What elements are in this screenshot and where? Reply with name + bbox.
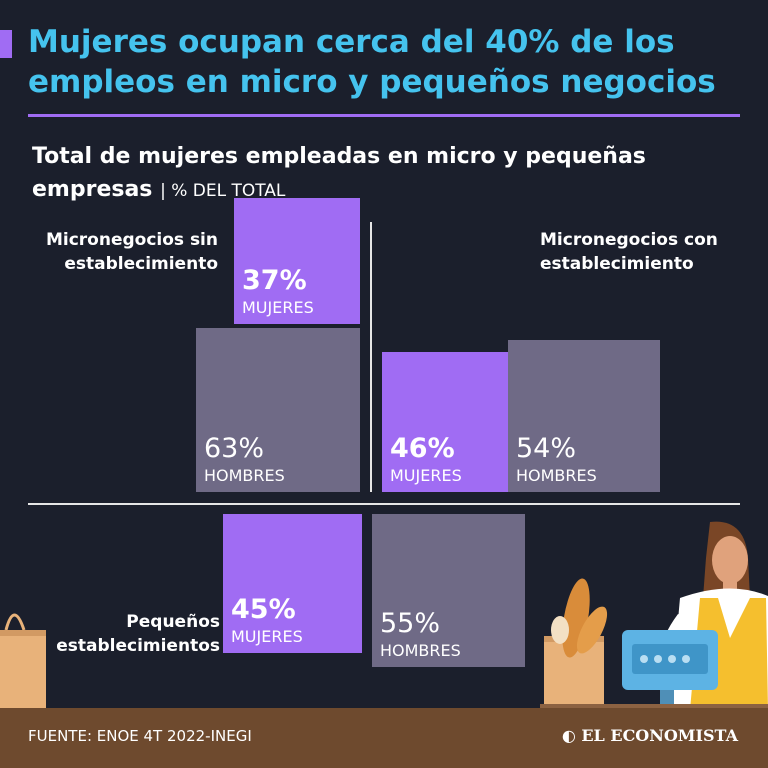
chart-unit: | % DEL TOTAL — [160, 181, 286, 201]
bar-women-micro-con: 46% MUJERES — [382, 352, 522, 492]
bar-men-micro-con: 54% HOMBRES — [508, 340, 660, 492]
value-label-men-micro-sin: 63% — [204, 433, 265, 464]
category-label-pequenos: Pequeños establecimientos — [56, 612, 220, 656]
bar-men-pequenos: 55% HOMBRES — [372, 514, 525, 667]
value-label-women-pequenos: 45% — [231, 594, 296, 625]
title-divider — [28, 114, 740, 117]
bar-women-pequenos: 45% MUJERES — [223, 514, 362, 653]
shopkeeper-illustration — [540, 521, 768, 710]
page-title: Mujeres ocupan cerca del 40% de los empl… — [28, 24, 716, 100]
value-label-men-micro-con: 54% — [516, 433, 577, 464]
footer-bar: FUENTE: ENOE 4T 2022-INEGI ◐ EL ECONOMIS… — [0, 708, 768, 768]
chart-subtitle: Total de mujeres empleadas en micro y pe… — [32, 140, 732, 208]
title-accent-mark — [0, 30, 12, 58]
chart-title: Total de mujeres empleadas en micro y pe… — [32, 144, 646, 202]
series-label-men-micro-con: HOMBRES — [516, 466, 597, 485]
bar-men-micro-sin: 63% HOMBRES — [196, 328, 360, 492]
series-label-women-micro-con: MUJERES — [390, 466, 462, 485]
brand-mark-icon: ◐ — [561, 726, 576, 745]
value-label-men-pequenos: 55% — [380, 608, 441, 639]
brand-logo: ◐ EL ECONOMISTA — [562, 726, 738, 746]
category-label-micro-sin: Micronegocios sin establecimiento — [45, 230, 218, 274]
series-label-men-pequenos: HOMBRES — [380, 641, 461, 660]
bar-women-micro-sin: 37% MUJERES — [234, 198, 360, 324]
paper-bag-illustration — [0, 613, 46, 708]
series-label-women-pequenos: MUJERES — [231, 627, 303, 646]
brand-name: EL ECONOMISTA — [581, 726, 738, 745]
series-label-men-micro-sin: HOMBRES — [204, 466, 285, 485]
series-label-women-micro-sin: MUJERES — [242, 298, 314, 317]
panel-divider-vertical — [370, 222, 372, 492]
value-label-women-micro-con: 46% — [390, 433, 455, 464]
value-label-women-micro-sin: 37% — [242, 265, 307, 296]
category-label-micro-con: Micronegocios con establecimiento — [540, 230, 718, 274]
panel-divider-horizontal — [28, 503, 740, 505]
source-note: FUENTE: ENOE 4T 2022-INEGI — [28, 727, 252, 745]
